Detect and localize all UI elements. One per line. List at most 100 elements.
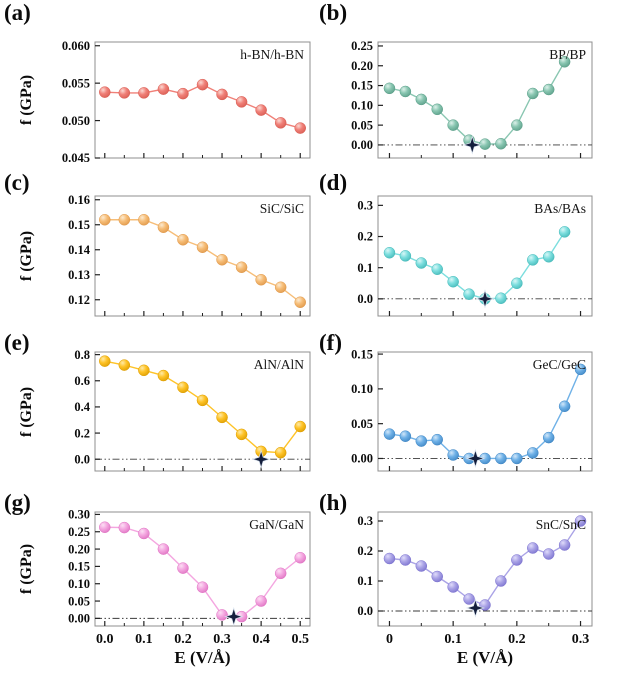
data-point-marker [495,452,507,465]
data-point-marker [274,446,287,459]
data-point-marker [431,263,443,275]
data-point-marker [99,86,111,98]
data-point-marker [99,214,111,226]
data-point-marker [558,539,571,551]
data-point-marker [99,521,111,533]
minimum-star-icon [224,606,244,627]
data-point-marker [177,562,189,574]
data-point-marker [558,226,571,238]
panel-h: (h) 0.0 0.1 0.2 0.3 0 0.1 0.2 0.3 SnC/SnC E (V/Å… [315,490,630,680]
panel-letter-f: (f) [319,330,342,355]
series-label-a: h-BN/h-BN [240,47,304,62]
data-point-marker [542,83,555,96]
y-tick-label: 0.12 [68,293,90,307]
data-point-marker [157,543,170,555]
data-point-marker [558,400,571,413]
data-point-marker [177,87,189,100]
data-point-marker [415,560,428,572]
data-point-marker [447,581,459,593]
data-point-marker [463,288,475,300]
data-point-marker [196,241,209,253]
data-point-marker [431,570,443,583]
series-label-h: SnC/SnC [536,517,586,532]
y-tick-label: 0.0 [357,292,373,306]
minimum-star-icon [475,289,495,309]
data-point-marker [196,581,209,593]
data-point-marker [558,56,571,68]
chart-c: 0.12 0.13 0.14 0.15 0.16 SiC/SiC [68,193,311,317]
y-tick-label: 0.6 [74,374,90,388]
data-point-marker [399,554,412,566]
panel-letter-a: (a) [4,0,31,25]
y-tick-label: 0.05 [351,417,373,431]
data-point-marker [415,435,428,447]
panel-letter-h: (h) [319,490,348,515]
x-tick-label: 0.4 [252,632,270,647]
data-point-marker [235,96,248,108]
data-point-marker [294,551,306,564]
data-point-marker [495,137,507,150]
chart-e: 0.0 0.2 0.4 0.6 0.8 AlN/AlN [74,348,311,472]
y-tick-label: 0.13 [68,268,90,282]
minimum-star-icon [251,449,271,469]
data-point-marker [216,411,228,424]
data-point-marker [138,364,150,377]
y-tick-label: 0.05 [351,118,373,132]
data-point-marker [511,554,523,566]
data-point-marker [542,431,555,444]
chart-d: 0.0 0.1 0.2 0.3 BAs/BAs [357,195,593,317]
data-point-marker [431,433,443,446]
data-point-marker [274,117,287,129]
y-tick-label: 0.045 [62,151,90,165]
y-tick-label: 0.2 [357,544,373,558]
y-tick-label: 0.2 [357,230,373,244]
data-point-marker [118,214,131,226]
data-point-marker [138,87,150,99]
y-tick-label: 0.15 [351,347,373,361]
data-point-marker [216,254,228,266]
panel-c: (c) f (GPa) 0.12 0.13 0.14 0.15 0.16 SiC/SiC [0,170,315,330]
panel-letter-e: (e) [4,330,30,355]
y-tick-label: 0.10 [351,99,373,113]
y-tick-label: 0.14 [68,243,91,257]
data-point-marker [274,567,287,580]
panel-letter-g: (g) [4,490,31,515]
data-point-marker [495,292,507,304]
data-point-marker [294,420,306,433]
data-point-marker [495,575,507,587]
y-tick-label: 0.8 [74,348,90,362]
x-tick-label: 0.1 [135,632,153,647]
x-tick-label: 0.0 [96,632,114,647]
data-point-marker [383,82,396,95]
data-point-marker [542,251,555,263]
panel-d: (d) 0.0 0.1 0.2 0.3 BAs/BAs [315,170,630,330]
y-tick-label: 0.15 [351,79,373,93]
y-tick-label: 0.30 [68,508,90,522]
series-label-e: AlN/AlN [254,357,305,372]
data-point-marker [274,281,287,293]
data-point-marker [527,447,539,459]
data-point-marker [235,261,248,273]
y-tick-label: 0.10 [68,577,90,591]
series-label-f: GeC/GeC [533,357,586,372]
data-point-marker [511,277,523,290]
data-point-marker [216,609,228,621]
y-tick-label: 0.10 [351,382,373,396]
y-tick-label: 0.00 [351,138,373,152]
y-tick-label: 0.060 [62,39,90,53]
y-tick-label: 0.00 [68,612,90,626]
y-tick-label: 0.00 [351,452,373,466]
panel-g: (g) f (GPa) 0.00 0.05 0.10 0.15 0.20 0.25 0.30… [0,490,315,680]
y-tick-label: 0.050 [62,114,90,128]
data-point-marker [177,381,189,394]
data-point-marker [447,449,459,461]
y-tick-label: 0.16 [68,193,90,207]
x-tick-label: 0 [386,632,393,647]
data-point-marker [399,85,412,98]
chart-g: 0.00 0.05 0.10 0.15 0.20 0.25 0.30 0.0 0.1 0.2 0.3… [68,508,311,647]
x-tick-label: 0.3 [572,632,590,647]
data-point-marker [447,275,459,288]
data-point-marker [118,521,131,534]
x-tick-label: 0.5 [291,632,309,647]
